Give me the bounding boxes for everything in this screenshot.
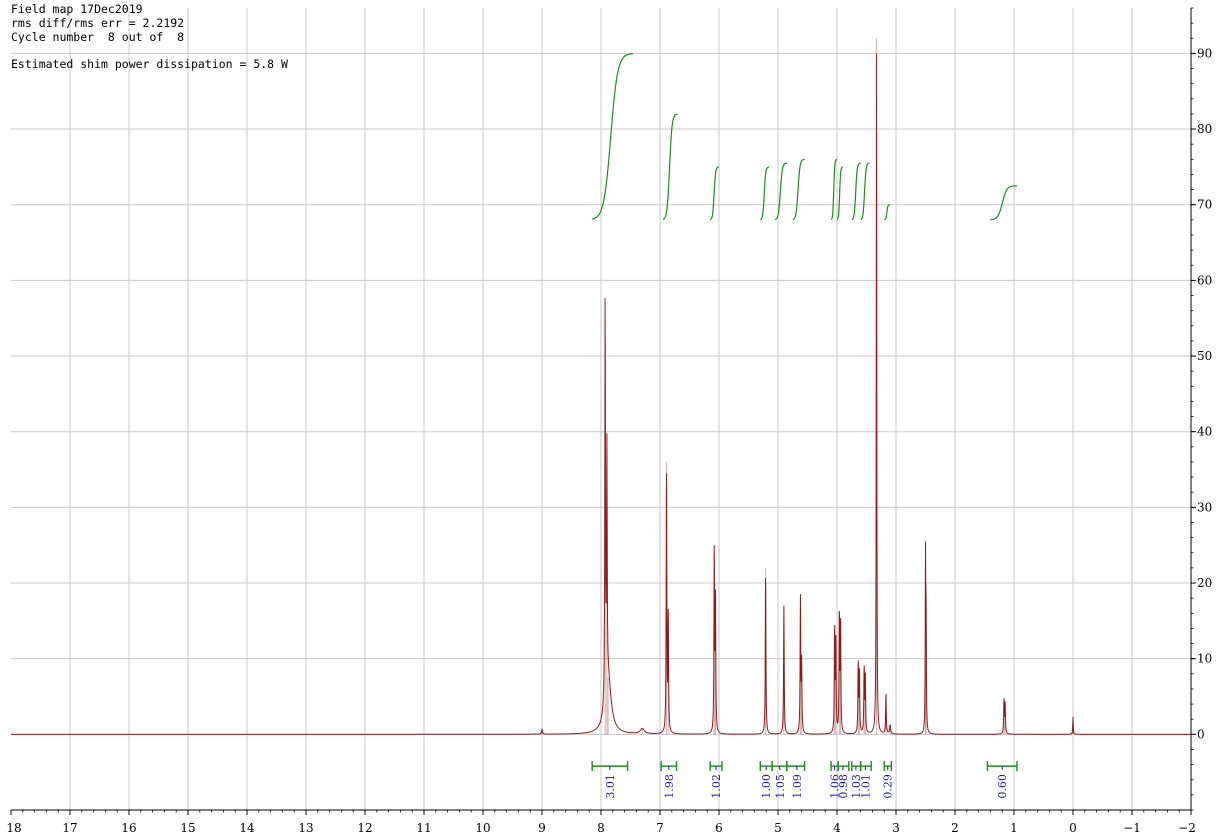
x-tick-label: 15 [180, 821, 195, 835]
integral-label: 1.05 [774, 774, 787, 799]
integral-curve [830, 158, 838, 221]
integral-label: 1.00 [760, 774, 773, 799]
integral-curve [774, 162, 787, 221]
y-tick-label: 10 [1197, 652, 1212, 666]
y-tick-label: 0 [1197, 727, 1205, 741]
integral-label: 0.98 [837, 774, 850, 799]
x-tick-label: 9 [538, 821, 546, 835]
x-tick-label: 10 [475, 821, 490, 835]
integral-label: 3.01 [604, 774, 617, 799]
integral-label: 0.29 [882, 774, 895, 799]
x-tick-label: 6 [715, 821, 723, 835]
integral-curve [851, 162, 861, 221]
x-tick-label: 16 [121, 821, 136, 835]
x-tick-label: 18 [6, 821, 21, 835]
x-tick-label: 1 [1010, 821, 1018, 835]
integral-curve [990, 185, 1017, 221]
x-tick-label: 13 [298, 821, 313, 835]
integral-curve [592, 53, 634, 220]
y-tick-label: 80 [1197, 122, 1212, 136]
integral-brackets: 3.01 1.98 1.02 1.00 1.05 1.09 1.060.98 1.031.01… [591, 761, 1018, 799]
spectrum-trace [11, 54, 1191, 735]
y-tick-label: 20 [1197, 576, 1212, 590]
x-tick-label: 11 [416, 821, 431, 835]
integral-curve [662, 113, 678, 220]
header-line-1: Field map 17Dec2019 [11, 2, 143, 16]
integral-curve [836, 166, 843, 221]
integral-curve [884, 204, 891, 221]
header-line-3: Cycle number 8 out of 8 [11, 30, 185, 44]
integral-label: 1.09 [791, 774, 804, 799]
y-tick-label: 90 [1197, 46, 1212, 60]
integral-label: 0.60 [996, 774, 1009, 799]
x-tick-label: −1 [1123, 821, 1141, 835]
tick-labels: 18 17 16 15 14 13 12 11 10 9 8 7 6 5 4 3 2 1 0 −1 −201020304… [6, 46, 1212, 835]
y-tick-label: 40 [1197, 425, 1212, 439]
axes [10, 7, 1196, 815]
integral-curve [760, 166, 770, 221]
x-tick-label: 3 [892, 821, 900, 835]
integral-label: 1.03 [850, 774, 863, 799]
integral-curve [709, 166, 720, 221]
integral-label: 1.06 [829, 774, 842, 799]
y-tick-label: 30 [1197, 500, 1212, 514]
x-tick-label: 7 [656, 821, 664, 835]
x-tick-label: 8 [597, 821, 605, 835]
header-line-4: Estimated shim power dissipation = 5.8 W [11, 57, 288, 71]
spectrum [11, 38, 1191, 735]
y-tick-label: 50 [1197, 349, 1212, 363]
header-line-2: rms diff/rms err = 2.2192 [11, 16, 185, 30]
x-tick-label: 4 [833, 821, 841, 835]
x-tick-label: 12 [357, 821, 372, 835]
integral-label: 1.01 [859, 774, 872, 799]
y-tick-label: 60 [1197, 273, 1212, 287]
integral-label: 1.98 [663, 774, 676, 799]
integral-curves [592, 53, 1017, 221]
integral-curve [792, 158, 805, 221]
x-tick-label: 0 [1069, 821, 1077, 835]
integral-label: 1.02 [710, 774, 723, 799]
x-tick-label: 14 [239, 821, 255, 835]
x-tick-label: −2 [1178, 821, 1196, 835]
x-tick-label: 2 [951, 821, 959, 835]
x-tick-label: 5 [774, 821, 782, 835]
grid [11, 8, 1191, 810]
x-tick-label: 17 [62, 821, 77, 835]
y-tick-label: 70 [1197, 198, 1212, 212]
integral-curve [860, 162, 870, 221]
